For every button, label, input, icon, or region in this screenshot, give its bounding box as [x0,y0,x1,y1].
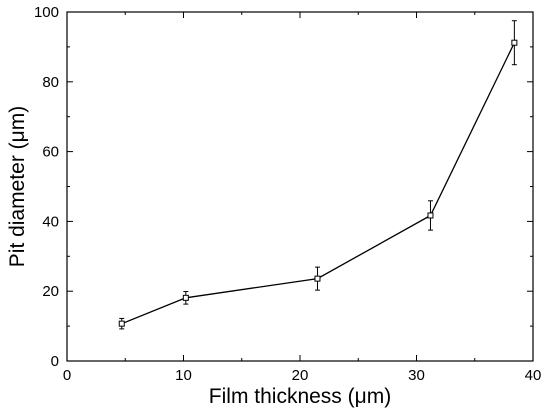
y-tick-label: 40 [42,213,59,230]
y-tick-label: 100 [34,4,59,21]
data-markers [118,39,518,327]
y-tick-label: 0 [51,353,59,370]
y-tick-label: 20 [42,283,59,300]
x-tick-label: 20 [292,367,309,384]
data-point [511,39,518,46]
x-tick-label: 10 [175,367,192,384]
error-bars [119,20,517,330]
data-point [427,212,434,219]
y-axis-title: Pit diameter (μm) [6,106,29,267]
axis-tick-labels: 0 10 20 30 40 0 20 40 60 80 100 [34,4,541,384]
x-tick-label: 40 [525,367,542,384]
data-point [182,294,189,301]
data-point [118,320,125,327]
x-axis-title: Film thickness (μm) [209,385,391,408]
y-tick-label: 60 [42,144,59,161]
y-tick-label: 80 [42,74,59,91]
x-tick-label: 30 [408,367,425,384]
x-tick-label: 0 [63,367,71,384]
data-point [314,275,321,282]
axis-ticks [66,11,534,362]
plot-frame [66,11,534,362]
